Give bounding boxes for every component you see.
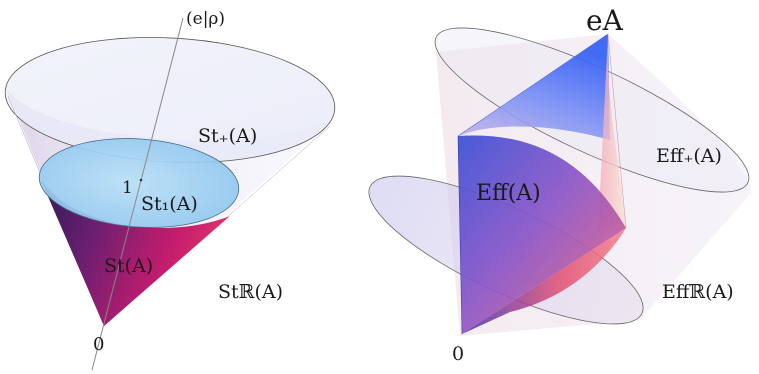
effect-edge-left: [457, 135, 463, 335]
unit-effect-label: eA: [586, 4, 624, 37]
positive-cone-label: St₊(A): [198, 125, 257, 147]
effect-set-top-face: [458, 34, 610, 140]
effect-edge-top: [457, 33, 609, 137]
real-effect-space-label: Effℝ(A): [662, 281, 734, 303]
real-state-space-label: Stℝ(A): [218, 281, 283, 303]
axis-label-e-rho: (e|ρ): [186, 9, 225, 29]
right-origin-label: 0: [452, 343, 464, 365]
state-set-label: St(A): [104, 255, 153, 277]
unit-tick-mark: [139, 178, 143, 182]
effect-set-bottom-face: [462, 228, 626, 334]
positive-effect-cone-label: Eff₊(A): [656, 145, 722, 167]
normalized-slice-label: St₁(A): [141, 193, 198, 215]
normalized-states-slice: [38, 138, 240, 228]
effect-set-front-face: [458, 135, 626, 334]
left-panel: (e|ρ) 1 0 St₊(A) St₁(A) St(A) Stℝ(A): [4, 9, 336, 371]
right-panel: eA Eff(A) Eff₊(A) Effℝ(A) 0: [368, 4, 752, 365]
unit-tick-label: 1: [122, 178, 133, 198]
effect-set-label: Eff(A): [476, 181, 541, 206]
unit-effect-axis: [91, 17, 184, 371]
left-origin-label: 0: [93, 334, 104, 355]
effect-set-right-face: [598, 34, 626, 232]
effect-edge-right: [607, 33, 627, 229]
